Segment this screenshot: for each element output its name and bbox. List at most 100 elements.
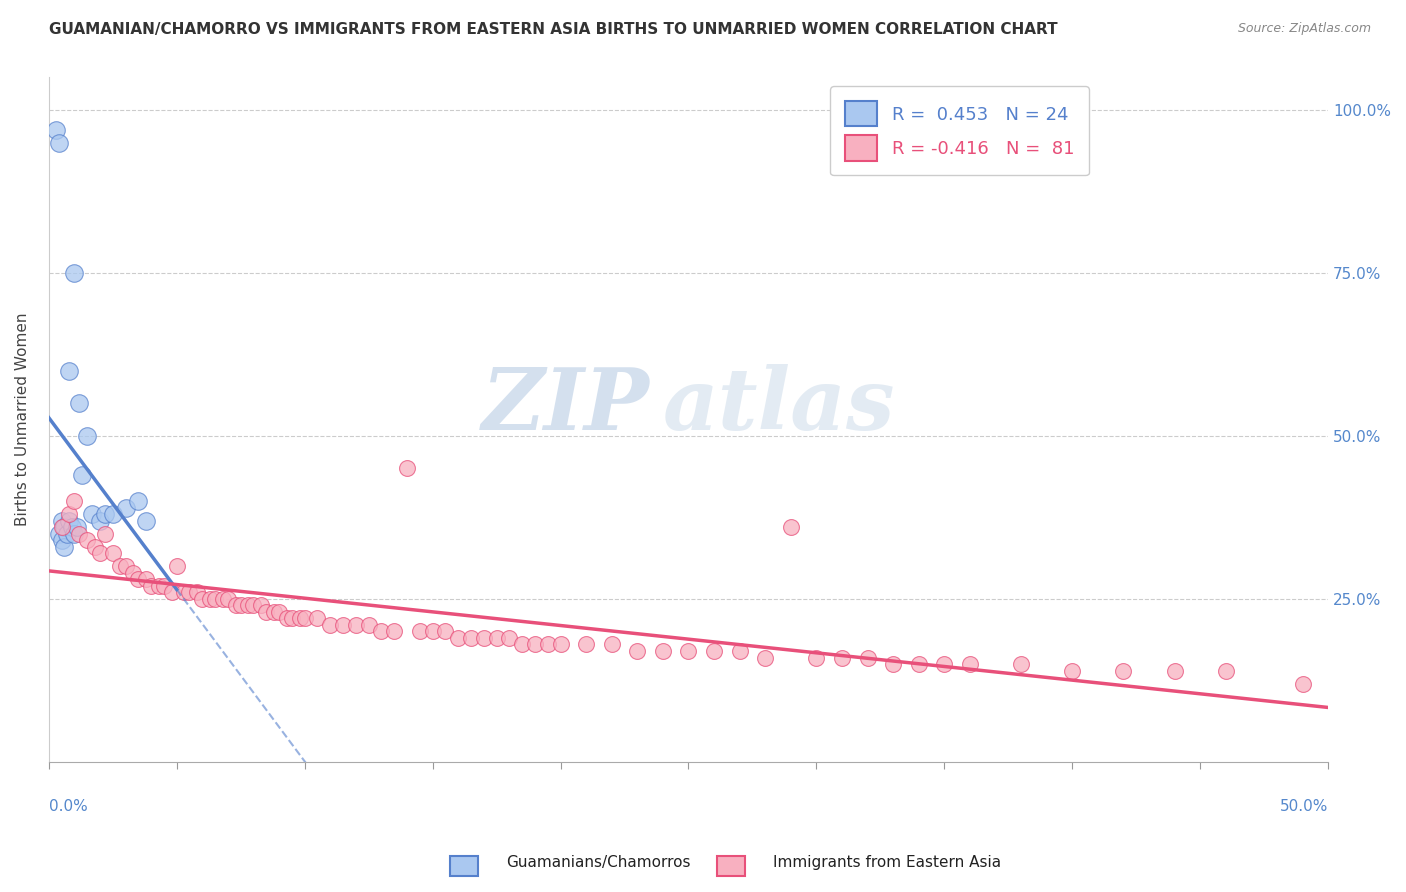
Point: [1163, 664, 1185, 678]
Text: Guamanians/Chamorros: Guamanians/Chamorros: [506, 855, 690, 870]
Point: [101, 507, 124, 521]
Point: [678, 644, 700, 658]
Point: [94, 507, 117, 521]
Point: [537, 637, 560, 651]
Point: [276, 611, 298, 625]
Text: Immigrants from Eastern Asia: Immigrants from Eastern Asia: [773, 855, 1001, 870]
Point: [76, 429, 98, 443]
Point: [307, 611, 329, 625]
Point: [204, 591, 226, 606]
Point: [242, 599, 264, 613]
Point: [254, 605, 277, 619]
Point: [250, 599, 273, 613]
Point: [703, 644, 725, 658]
Point: [238, 599, 260, 613]
Text: Source: ZipAtlas.com: Source: ZipAtlas.com: [1237, 22, 1371, 36]
Point: [626, 644, 648, 658]
Point: [447, 631, 470, 645]
Point: [53, 520, 76, 534]
Point: [779, 520, 801, 534]
Point: [51, 533, 73, 548]
Point: [217, 591, 239, 606]
Point: [48, 136, 70, 150]
Point: [1215, 664, 1237, 678]
Point: [63, 526, 86, 541]
Point: [434, 624, 457, 639]
Point: [114, 559, 136, 574]
Point: [127, 572, 149, 586]
Point: [89, 546, 111, 560]
Point: [806, 650, 828, 665]
Point: [288, 611, 311, 625]
Point: [882, 657, 904, 671]
Point: [382, 624, 405, 639]
Point: [332, 618, 354, 632]
Point: [76, 533, 98, 548]
Point: [934, 657, 956, 671]
Text: GUAMANIAN/CHAMORRO VS IMMIGRANTS FROM EASTERN ASIA BIRTHS TO UNMARRIED WOMEN COR: GUAMANIAN/CHAMORRO VS IMMIGRANTS FROM EA…: [49, 22, 1057, 37]
Point: [69, 396, 91, 410]
Point: [48, 526, 70, 541]
Point: [856, 650, 879, 665]
Point: [89, 514, 111, 528]
Point: [45, 122, 67, 136]
Point: [1291, 676, 1313, 690]
Point: [959, 657, 981, 671]
Point: [1062, 664, 1084, 678]
Point: [754, 650, 776, 665]
Point: [1112, 664, 1135, 678]
Point: [319, 618, 342, 632]
Point: [281, 611, 304, 625]
Point: [907, 657, 929, 671]
Point: [135, 572, 157, 586]
Point: [70, 468, 93, 483]
Point: [51, 520, 73, 534]
Point: [55, 526, 77, 541]
Point: [122, 566, 145, 580]
Point: [198, 591, 221, 606]
Point: [294, 611, 316, 625]
Point: [135, 514, 157, 528]
Point: [101, 546, 124, 560]
Point: [191, 591, 214, 606]
Point: [498, 631, 520, 645]
Point: [160, 585, 183, 599]
Point: [83, 540, 105, 554]
Point: [166, 559, 188, 574]
Point: [127, 494, 149, 508]
Point: [69, 526, 91, 541]
Point: [344, 618, 367, 632]
Text: 50.0%: 50.0%: [1279, 799, 1329, 814]
Text: ZIP: ZIP: [482, 364, 650, 448]
Point: [1010, 657, 1032, 671]
Point: [82, 507, 104, 521]
Point: [831, 650, 853, 665]
Point: [728, 644, 751, 658]
Text: 0.0%: 0.0%: [49, 799, 87, 814]
Point: [153, 579, 176, 593]
Point: [58, 364, 80, 378]
Point: [63, 266, 86, 280]
Text: atlas: atlas: [662, 364, 896, 448]
Point: [357, 618, 380, 632]
Point: [58, 507, 80, 521]
Point: [51, 514, 73, 528]
Point: [267, 605, 290, 619]
Point: [422, 624, 444, 639]
Point: [94, 526, 117, 541]
Point: [510, 637, 533, 651]
Point: [460, 631, 482, 645]
Point: [575, 637, 598, 651]
Legend: R =  0.453   N = 24, R = -0.416   N =  81: R = 0.453 N = 24, R = -0.416 N = 81: [831, 87, 1088, 176]
Point: [63, 494, 86, 508]
Point: [550, 637, 572, 651]
Point: [110, 559, 132, 574]
Point: [58, 514, 80, 528]
Point: [53, 540, 76, 554]
Point: [186, 585, 208, 599]
Point: [651, 644, 673, 658]
Point: [225, 599, 247, 613]
Point: [485, 631, 508, 645]
Point: [395, 461, 418, 475]
Point: [211, 591, 233, 606]
